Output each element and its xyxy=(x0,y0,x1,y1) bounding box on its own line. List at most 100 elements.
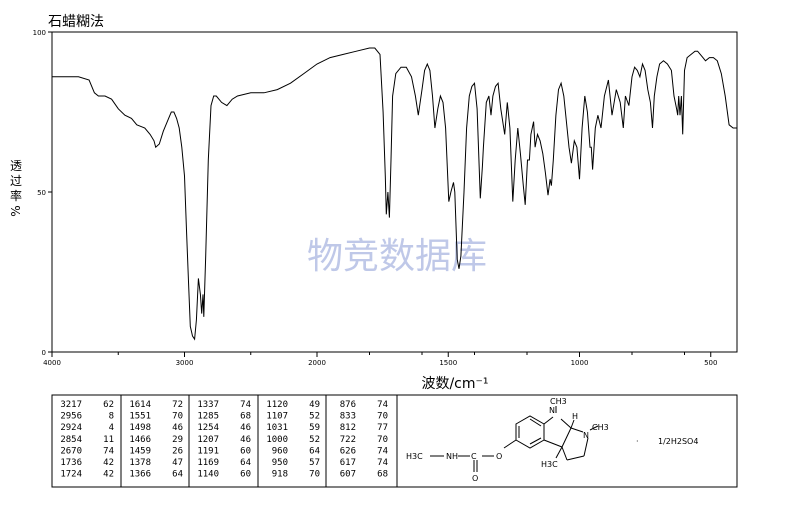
peak-transmittance: 70 xyxy=(309,470,320,480)
peak-transmittance: 60 xyxy=(240,446,251,456)
peak-wavenumber: 1551 xyxy=(129,412,151,422)
peak-wavenumber: 1736 xyxy=(60,458,82,468)
y-label-char-0: 透 xyxy=(10,159,22,173)
peak-wavenumber: 1191 xyxy=(197,446,219,456)
peak-transmittance: 60 xyxy=(240,470,251,480)
peak-wavenumber: 1169 xyxy=(197,458,219,468)
peak-transmittance: 29 xyxy=(172,435,183,445)
y-label-char-3: % xyxy=(9,205,23,216)
bond-n2-c xyxy=(583,437,589,457)
peak-wavenumber: 1000 xyxy=(266,435,288,445)
bond-c-c xyxy=(561,427,572,448)
bond-ring-o xyxy=(503,439,517,449)
label-dot: · xyxy=(636,437,639,446)
label-o-carbonyl: O xyxy=(472,474,478,483)
bond-c-n2 xyxy=(570,427,584,433)
peak-wavenumber: 918 xyxy=(272,470,288,480)
label-h3c-left: H3C xyxy=(406,452,423,461)
peak-transmittance: 42 xyxy=(103,458,114,468)
bond-c-c2 xyxy=(566,455,585,461)
x-axis-label: 波数/cm⁻¹ xyxy=(421,376,488,392)
bond-c-ring xyxy=(543,439,563,448)
bond-n-c xyxy=(560,418,572,429)
peak-wavenumber: 2956 xyxy=(60,412,82,422)
y-axis-ticks: 0 50 100 xyxy=(33,29,52,357)
x-tick-label-500: 500 xyxy=(704,359,717,367)
x-axis-ticks: 4000 3000 2000 1500 1000 500 xyxy=(43,352,717,367)
peak-wavenumber: 1366 xyxy=(129,470,151,480)
peak-transmittance: 8 xyxy=(109,412,114,422)
peak-wavenumber: 812 xyxy=(340,423,356,433)
watermark: 物竞数据库 xyxy=(307,236,487,277)
label-salt: 1/2H2SO4 xyxy=(658,437,698,446)
peak-transmittance: 46 xyxy=(240,435,251,445)
peak-transmittance: 64 xyxy=(172,470,183,480)
label-o-ester: O xyxy=(496,452,502,461)
peak-transmittance: 74 xyxy=(240,400,251,410)
peak-transmittance: 70 xyxy=(377,435,388,445)
spectrum-line xyxy=(52,47,737,341)
peak-transmittance: 46 xyxy=(172,423,183,433)
peak-wavenumber: 1614 xyxy=(129,400,151,410)
y-label-char-1: 过 xyxy=(10,174,22,188)
peak-transmittance: 74 xyxy=(377,458,388,468)
label-nh-h: H xyxy=(452,452,458,461)
peak-wavenumber: 2924 xyxy=(60,423,82,433)
benzene-inner-bond-3 xyxy=(529,418,542,427)
peak-transmittance: 68 xyxy=(240,412,251,422)
label-n-right: N xyxy=(583,431,589,440)
molecule-labels: N CH3 H N CH3 H3C N H C O O H3C · 1/2H2S… xyxy=(406,397,698,483)
peak-wavenumber: 1724 xyxy=(60,470,82,480)
peak-transmittance: 72 xyxy=(172,400,183,410)
peak-transmittance: 62 xyxy=(103,400,114,410)
peak-transmittance: 59 xyxy=(309,423,320,433)
bond-n2-methyl xyxy=(589,425,599,431)
x-tick-label-3000: 3000 xyxy=(176,359,194,367)
bond-c2-c xyxy=(561,446,568,461)
peak-wavenumber: 722 xyxy=(340,435,356,445)
molecule-structure xyxy=(430,406,599,472)
peak-wavenumber: 1140 xyxy=(197,470,219,480)
peak-wavenumber: 1459 xyxy=(129,446,151,456)
peak-wavenumber: 1107 xyxy=(266,412,288,422)
label-ch3-top: CH3 xyxy=(550,397,567,406)
peak-wavenumber: 950 xyxy=(272,458,288,468)
peak-wavenumber: 626 xyxy=(340,446,356,456)
peak-wavenumber: 1378 xyxy=(129,458,151,468)
label-ch3-right: CH3 xyxy=(592,423,609,432)
label-c: C xyxy=(471,452,477,461)
peak-wavenumber: 833 xyxy=(340,412,356,422)
peak-transmittance: 57 xyxy=(309,458,320,468)
peak-wavenumber: 617 xyxy=(340,458,356,468)
peak-transmittance: 52 xyxy=(309,412,320,422)
benzene-ring xyxy=(515,415,545,449)
peak-transmittance: 74 xyxy=(377,400,388,410)
peak-wavenumber: 1254 xyxy=(197,423,219,433)
bond-h xyxy=(570,419,575,429)
peak-transmittance: 74 xyxy=(377,446,388,456)
peak-wavenumber: 1207 xyxy=(197,435,219,445)
y-tick-label-100: 100 xyxy=(33,29,46,37)
peak-transmittance: 42 xyxy=(103,470,114,480)
peak-transmittance: 70 xyxy=(172,412,183,422)
peak-wavenumber: 1466 xyxy=(129,435,151,445)
chart-title: 石蜡糊法 xyxy=(48,14,104,30)
peak-wavenumber: 1498 xyxy=(129,423,151,433)
y-tick-label-50: 50 xyxy=(37,189,46,197)
x-tick-label-1000: 1000 xyxy=(571,359,589,367)
x-tick-label-2000: 2000 xyxy=(308,359,326,367)
y-tick-label-0: 0 xyxy=(42,349,46,357)
bond-ring-n xyxy=(543,416,554,425)
peak-transmittance: 70 xyxy=(377,412,388,422)
peak-transmittance: 46 xyxy=(240,423,251,433)
peak-wavenumber: 1031 xyxy=(266,423,288,433)
label-h: H xyxy=(572,412,578,421)
y-label-char-2: 率 xyxy=(10,188,22,203)
benzene-inner-bond-2 xyxy=(529,437,542,445)
peak-transmittance: 26 xyxy=(172,446,183,456)
peak-transmittance: 64 xyxy=(240,458,251,468)
peak-transmittance: 64 xyxy=(309,446,320,456)
